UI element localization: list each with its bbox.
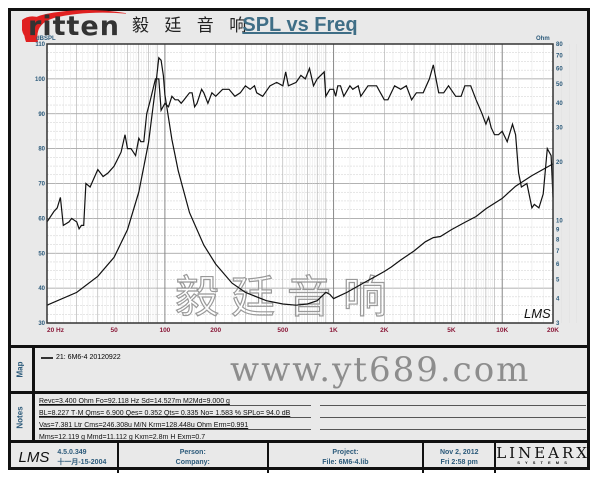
spl-curve — [46, 64, 554, 231]
x-tick-label: 100 — [159, 327, 170, 334]
y-tick-label: 30 — [38, 321, 45, 327]
y2-tick-label: 70 — [556, 53, 563, 59]
notes-section: Notes Revc=3.400 Ohm Fo=92.118 Hz Sd=14.… — [8, 391, 590, 442]
impedance-curve — [46, 56, 554, 306]
logo-chinese: 毅 廷 音 响 — [132, 16, 252, 36]
chart-title: SPL vs Freq — [242, 14, 358, 36]
y2-tick-label: 9 — [556, 228, 560, 234]
chinese-watermark-text: 毅廷音响 — [175, 273, 399, 322]
logo-swoosh-icon — [22, 10, 131, 42]
time: Fri 2:58 pm — [440, 459, 478, 466]
build-date: 十一月-15-2004 — [57, 459, 107, 466]
version: 4.5.0.349 — [57, 449, 87, 456]
y2-tick-label: 8 — [556, 238, 560, 244]
brand-logo — [16, 6, 131, 51]
x-tick-label: 2K — [380, 327, 389, 334]
y-tick-label: 90 — [38, 112, 45, 118]
y2-tick-label: 6 — [556, 262, 560, 268]
project-label: Project: — [332, 449, 359, 456]
person-label: Person: — [179, 449, 206, 456]
legend-swatch — [41, 356, 53, 359]
x-tick-label: 500 — [277, 327, 288, 334]
url-watermark: www.yt689.com — [230, 350, 531, 390]
y2-tick-label: 60 — [556, 66, 563, 72]
y2-tick-label: 80 — [556, 42, 563, 48]
y2-tick-label: 40 — [556, 101, 563, 107]
y2-axis-label: Ohm — [536, 36, 550, 42]
note-blank-2 — [320, 409, 586, 418]
note-line-3: Vas=7.381 Ltr Cms=246.308u M/N Krm=128.4… — [39, 422, 311, 430]
x-tick-label: 20 Hz — [47, 327, 65, 334]
y-tick-label: 50 — [38, 251, 45, 257]
x-tick-label: 10K — [496, 327, 508, 334]
spl-impedance-chart: 毅廷音响 20 Hz 50 100 200 500 1K 2K 5K 10K 20K 30 40 50 6… — [35, 36, 577, 334]
x-tick-label: 50 — [111, 327, 119, 334]
notes-label: Notes — [15, 405, 25, 429]
y-axis-label: dBSPL — [36, 36, 56, 42]
x-tick-label: 20K — [547, 327, 559, 334]
x-tick-label: 200 — [210, 327, 221, 334]
y2-tick-label: 10 — [556, 219, 563, 225]
y-tick-label: 60 — [38, 216, 45, 222]
y2-tick-label: 3 — [556, 321, 560, 327]
x-tick-label: 1K — [329, 327, 338, 334]
footer-version: LMS 4.5.0.349 十一月-15-2004 — [8, 443, 119, 473]
y-tick-label: 70 — [38, 182, 45, 188]
y-tick-label: 100 — [35, 77, 46, 83]
note-blank-3 — [320, 421, 586, 430]
lms-logo: LMS — [18, 449, 50, 466]
y2-tick-label: 5 — [556, 278, 560, 284]
tick-labels: 20 Hz 50 100 200 500 1K 2K 5K 10K 20K 30 40 50 60 70 80… — [35, 42, 563, 334]
legend-text: 21: 6M6-4 20120922 — [56, 354, 121, 361]
logo-text: ritten — [28, 11, 120, 42]
footer: LMS 4.5.0.349 十一月-15-2004 Person: Company:… — [8, 440, 590, 473]
plot-border — [46, 43, 554, 324]
y2-tick-label: 50 — [556, 82, 563, 88]
y-tick-label: 110 — [35, 42, 45, 48]
note-line-1: Revc=3.400 Ohm Fo=92.118 Hz Sd=14.527m M… — [39, 398, 311, 406]
note-blank-1 — [320, 397, 586, 406]
footer-person: Person: Company: — [119, 443, 269, 473]
map-label: Map — [15, 361, 25, 378]
y2-tick-label: 4 — [556, 297, 560, 303]
legend-entry: 21: 6M6-4 20120922 — [41, 354, 121, 361]
lms-watermark: LMS — [524, 306, 551, 321]
chinese-watermark: 毅廷音响 — [174, 272, 399, 322]
y2-tick-label: 20 — [556, 160, 563, 166]
y-tick-label: 40 — [38, 286, 45, 292]
footer-date: Nov 2, 2012 Fri 2:58 pm — [424, 443, 497, 473]
linearx-logo: LINEARX S Y S T E M S — [496, 444, 590, 466]
date: Nov 2, 2012 — [439, 449, 479, 456]
curves — [46, 56, 554, 306]
note-line-2: BL=8.227 T·M Qms= 6.900 Qes= 0.352 Qts= … — [39, 410, 311, 418]
footer-project: Project: File: 6M6-4.lib — [269, 443, 425, 473]
file-label: File: 6M6-4.lib — [322, 459, 369, 466]
x-tick-label: 5K — [447, 327, 456, 334]
company-label: Company: — [175, 459, 210, 466]
map-section: Map 21: 6M6-4 20120922 — [8, 345, 590, 391]
y-tick-label: 80 — [38, 147, 45, 153]
y2-tick-label: 30 — [556, 125, 563, 131]
y2-tick-label: 7 — [556, 249, 560, 255]
